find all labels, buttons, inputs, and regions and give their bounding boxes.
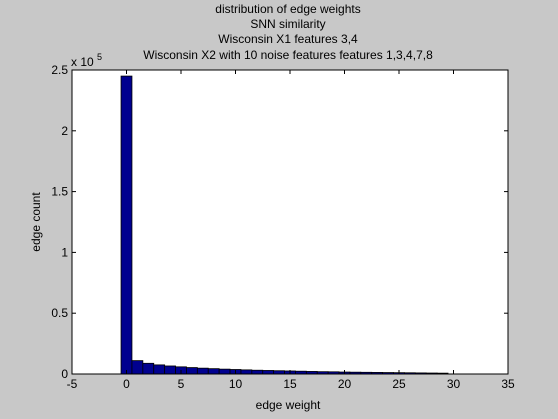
title-line-1: distribution of edge weights <box>215 2 360 16</box>
histogram-bar <box>142 362 155 375</box>
histogram-bar <box>240 369 253 375</box>
y-tick-label: 1.5 <box>51 185 68 199</box>
y-axis-ticks: 0 0.5 1 1.5 2 2.5 <box>51 63 508 381</box>
y-tick-label: 0 <box>61 367 68 381</box>
histogram-bar <box>196 367 209 375</box>
y-exponent-superscript: 5 <box>97 52 102 62</box>
x-tick-label: -5 <box>67 377 78 391</box>
x-tick-label: 5 <box>178 377 185 391</box>
chart-title: distribution of edge weights SNN similar… <box>143 2 433 62</box>
title-line-3: Wisconsin X1 features 3,4 <box>218 32 358 46</box>
histogram-bar <box>251 369 264 375</box>
x-tick-label: 20 <box>338 377 352 391</box>
histogram-bar <box>153 364 166 375</box>
histogram-bar <box>207 368 220 375</box>
histogram-bar <box>262 370 275 375</box>
plot-area <box>72 70 508 374</box>
histogram-bar <box>218 368 231 375</box>
x-tick-label: 10 <box>229 377 243 391</box>
histogram-bar <box>164 365 176 375</box>
y-tick-label: 2.5 <box>51 63 68 77</box>
y-axis-label: edge count <box>29 192 43 252</box>
x-tick-label: 15 <box>283 377 297 391</box>
x-tick-label: 0 <box>123 377 130 391</box>
histogram-bar <box>131 360 144 375</box>
y-tick-label: 1 <box>61 245 68 259</box>
y-tick-label: 0.5 <box>51 306 68 320</box>
x-tick-label: 25 <box>392 377 406 391</box>
title-line-2: SNN similarity <box>250 17 325 31</box>
x-tick-label: 30 <box>447 377 461 391</box>
x-axis-label: edge weight <box>256 398 321 412</box>
x-tick-label: 35 <box>501 377 515 391</box>
histogram-bar <box>186 367 198 375</box>
x-axis-ticks: -5 0 5 10 15 20 25 30 35 <box>67 70 515 391</box>
histogram-bar <box>120 75 133 375</box>
y-exponent-label: x 10 <box>71 55 94 69</box>
y-tick-label: 2 <box>61 124 68 138</box>
title-line-4: Wisconsin X2 with 10 noise features feat… <box>143 48 433 62</box>
